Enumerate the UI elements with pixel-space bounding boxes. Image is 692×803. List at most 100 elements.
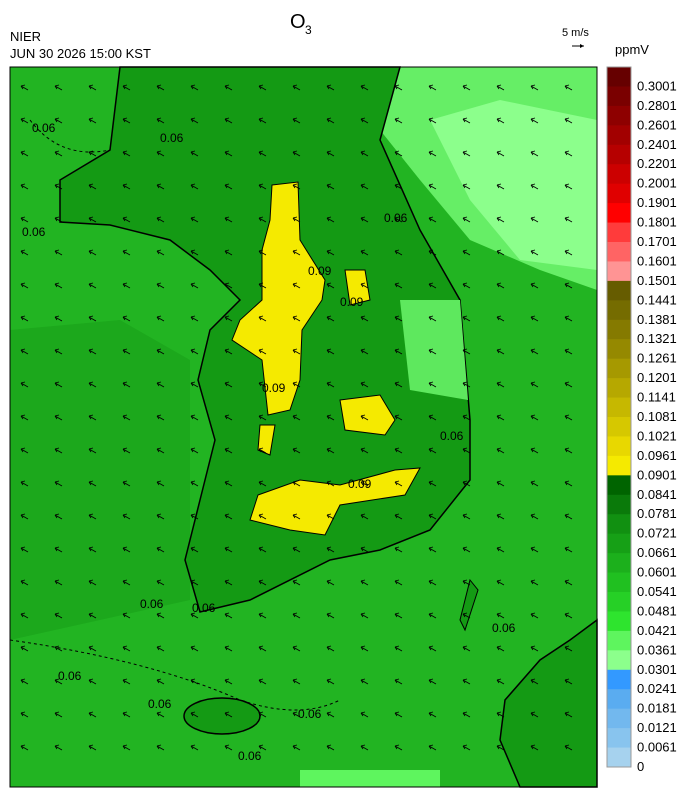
contour [9, 639, 341, 711]
wind-vector [156, 645, 165, 652]
wind-vector [326, 84, 335, 91]
wind-vector [496, 678, 505, 685]
ozone-high [257, 424, 276, 456]
wind-vector [428, 249, 437, 256]
wind-vector [224, 513, 233, 520]
wind-vector [224, 282, 233, 289]
wind-vector [20, 711, 29, 718]
colorbar-bin [607, 592, 631, 612]
wind-vector [224, 249, 233, 256]
wind-vector [326, 216, 335, 223]
wind-vector [20, 150, 29, 157]
wind-vector [20, 84, 29, 91]
wind-vector [564, 711, 573, 718]
wind-vector [462, 183, 471, 190]
wind-vector [428, 150, 437, 157]
wind-vector [54, 150, 63, 157]
wind-vector [428, 447, 437, 454]
colorbar-bin [607, 494, 631, 515]
wind-vector [292, 282, 301, 289]
wind-vector [428, 744, 437, 751]
wind-vector [530, 612, 539, 619]
wind-vector [462, 612, 471, 619]
wind-vector [292, 348, 301, 355]
wind-vector [530, 315, 539, 322]
ozone-high [231, 181, 326, 416]
colorbar-bin [607, 86, 631, 107]
wind-vector [156, 381, 165, 388]
wind-vectors [20, 84, 573, 751]
wind-vector [190, 315, 199, 322]
wind-vector [156, 84, 165, 91]
wind-vector [530, 216, 539, 223]
colorbar-label: 0.3001 [637, 78, 677, 93]
wind-vector [326, 150, 335, 157]
wind-vector [224, 84, 233, 91]
wind-vector [394, 117, 403, 124]
wind-vector [54, 645, 63, 652]
contour-label: 0.09 [308, 264, 332, 278]
wind-vector [564, 678, 573, 685]
wind-vector [190, 249, 199, 256]
wind-vector [122, 84, 131, 91]
wind-vector [530, 447, 539, 454]
wind-vector [326, 612, 335, 619]
wind-vector [428, 84, 437, 91]
wind-vector [462, 315, 471, 322]
sea-dark [10, 320, 190, 640]
wind-vector [88, 183, 97, 190]
wind-vector [258, 678, 267, 685]
wind-vector [258, 645, 267, 652]
colorbar-label: 0 [637, 759, 644, 774]
ozone-high [249, 467, 421, 536]
contour-label: 0.06 [440, 429, 464, 443]
wind-vector [190, 579, 199, 586]
colorbar-label: 0.1081 [637, 409, 677, 424]
wind-vector [20, 546, 29, 553]
wind-vector [88, 216, 97, 223]
wind-vector [54, 414, 63, 421]
wind-vector [496, 84, 505, 91]
sea-lighter [430, 100, 597, 270]
wind-vector [54, 183, 63, 190]
contour-label: 0.06 [298, 707, 322, 721]
wind-vector [258, 480, 267, 487]
colorbar-bin [607, 222, 631, 243]
wind-vector [496, 480, 505, 487]
wind-vector [190, 216, 199, 223]
wind-vector [258, 183, 267, 190]
colorbar-bin [607, 669, 631, 690]
wind-vector [564, 513, 573, 520]
wind-vector [292, 546, 301, 553]
wind-vector [394, 150, 403, 157]
map: 0.06 0.06 0.06 0.06 0.06 0.06 0.06 0.06 … [9, 66, 598, 788]
contour-label: 0.09 [262, 381, 286, 395]
wind-vector [190, 183, 199, 190]
wind-vector [428, 612, 437, 619]
wind-vector [530, 348, 539, 355]
wind-vector [156, 447, 165, 454]
wind-vector [428, 711, 437, 718]
colorbar-bin [607, 300, 631, 321]
wind-vector [88, 150, 97, 157]
wind-vector [224, 546, 233, 553]
wind-vector [156, 282, 165, 289]
colorbar-bin [607, 164, 631, 185]
wind-vector [88, 414, 97, 421]
wind-vector [394, 546, 403, 553]
colorbar-bin [607, 417, 631, 437]
colorbar-bin [607, 125, 631, 146]
wind-vector [564, 84, 573, 91]
wind-vector [190, 711, 199, 718]
wind-vector [292, 117, 301, 124]
wind-vector [258, 315, 267, 322]
colorbar-label: 0.0421 [637, 623, 677, 638]
wind-vector [360, 315, 369, 322]
wind-vector [360, 348, 369, 355]
wind-vector [122, 711, 131, 718]
wind-vector [224, 117, 233, 124]
wind-vector [88, 348, 97, 355]
wind-vector [20, 315, 29, 322]
wind-vector [496, 117, 505, 124]
wind-vector [326, 117, 335, 124]
